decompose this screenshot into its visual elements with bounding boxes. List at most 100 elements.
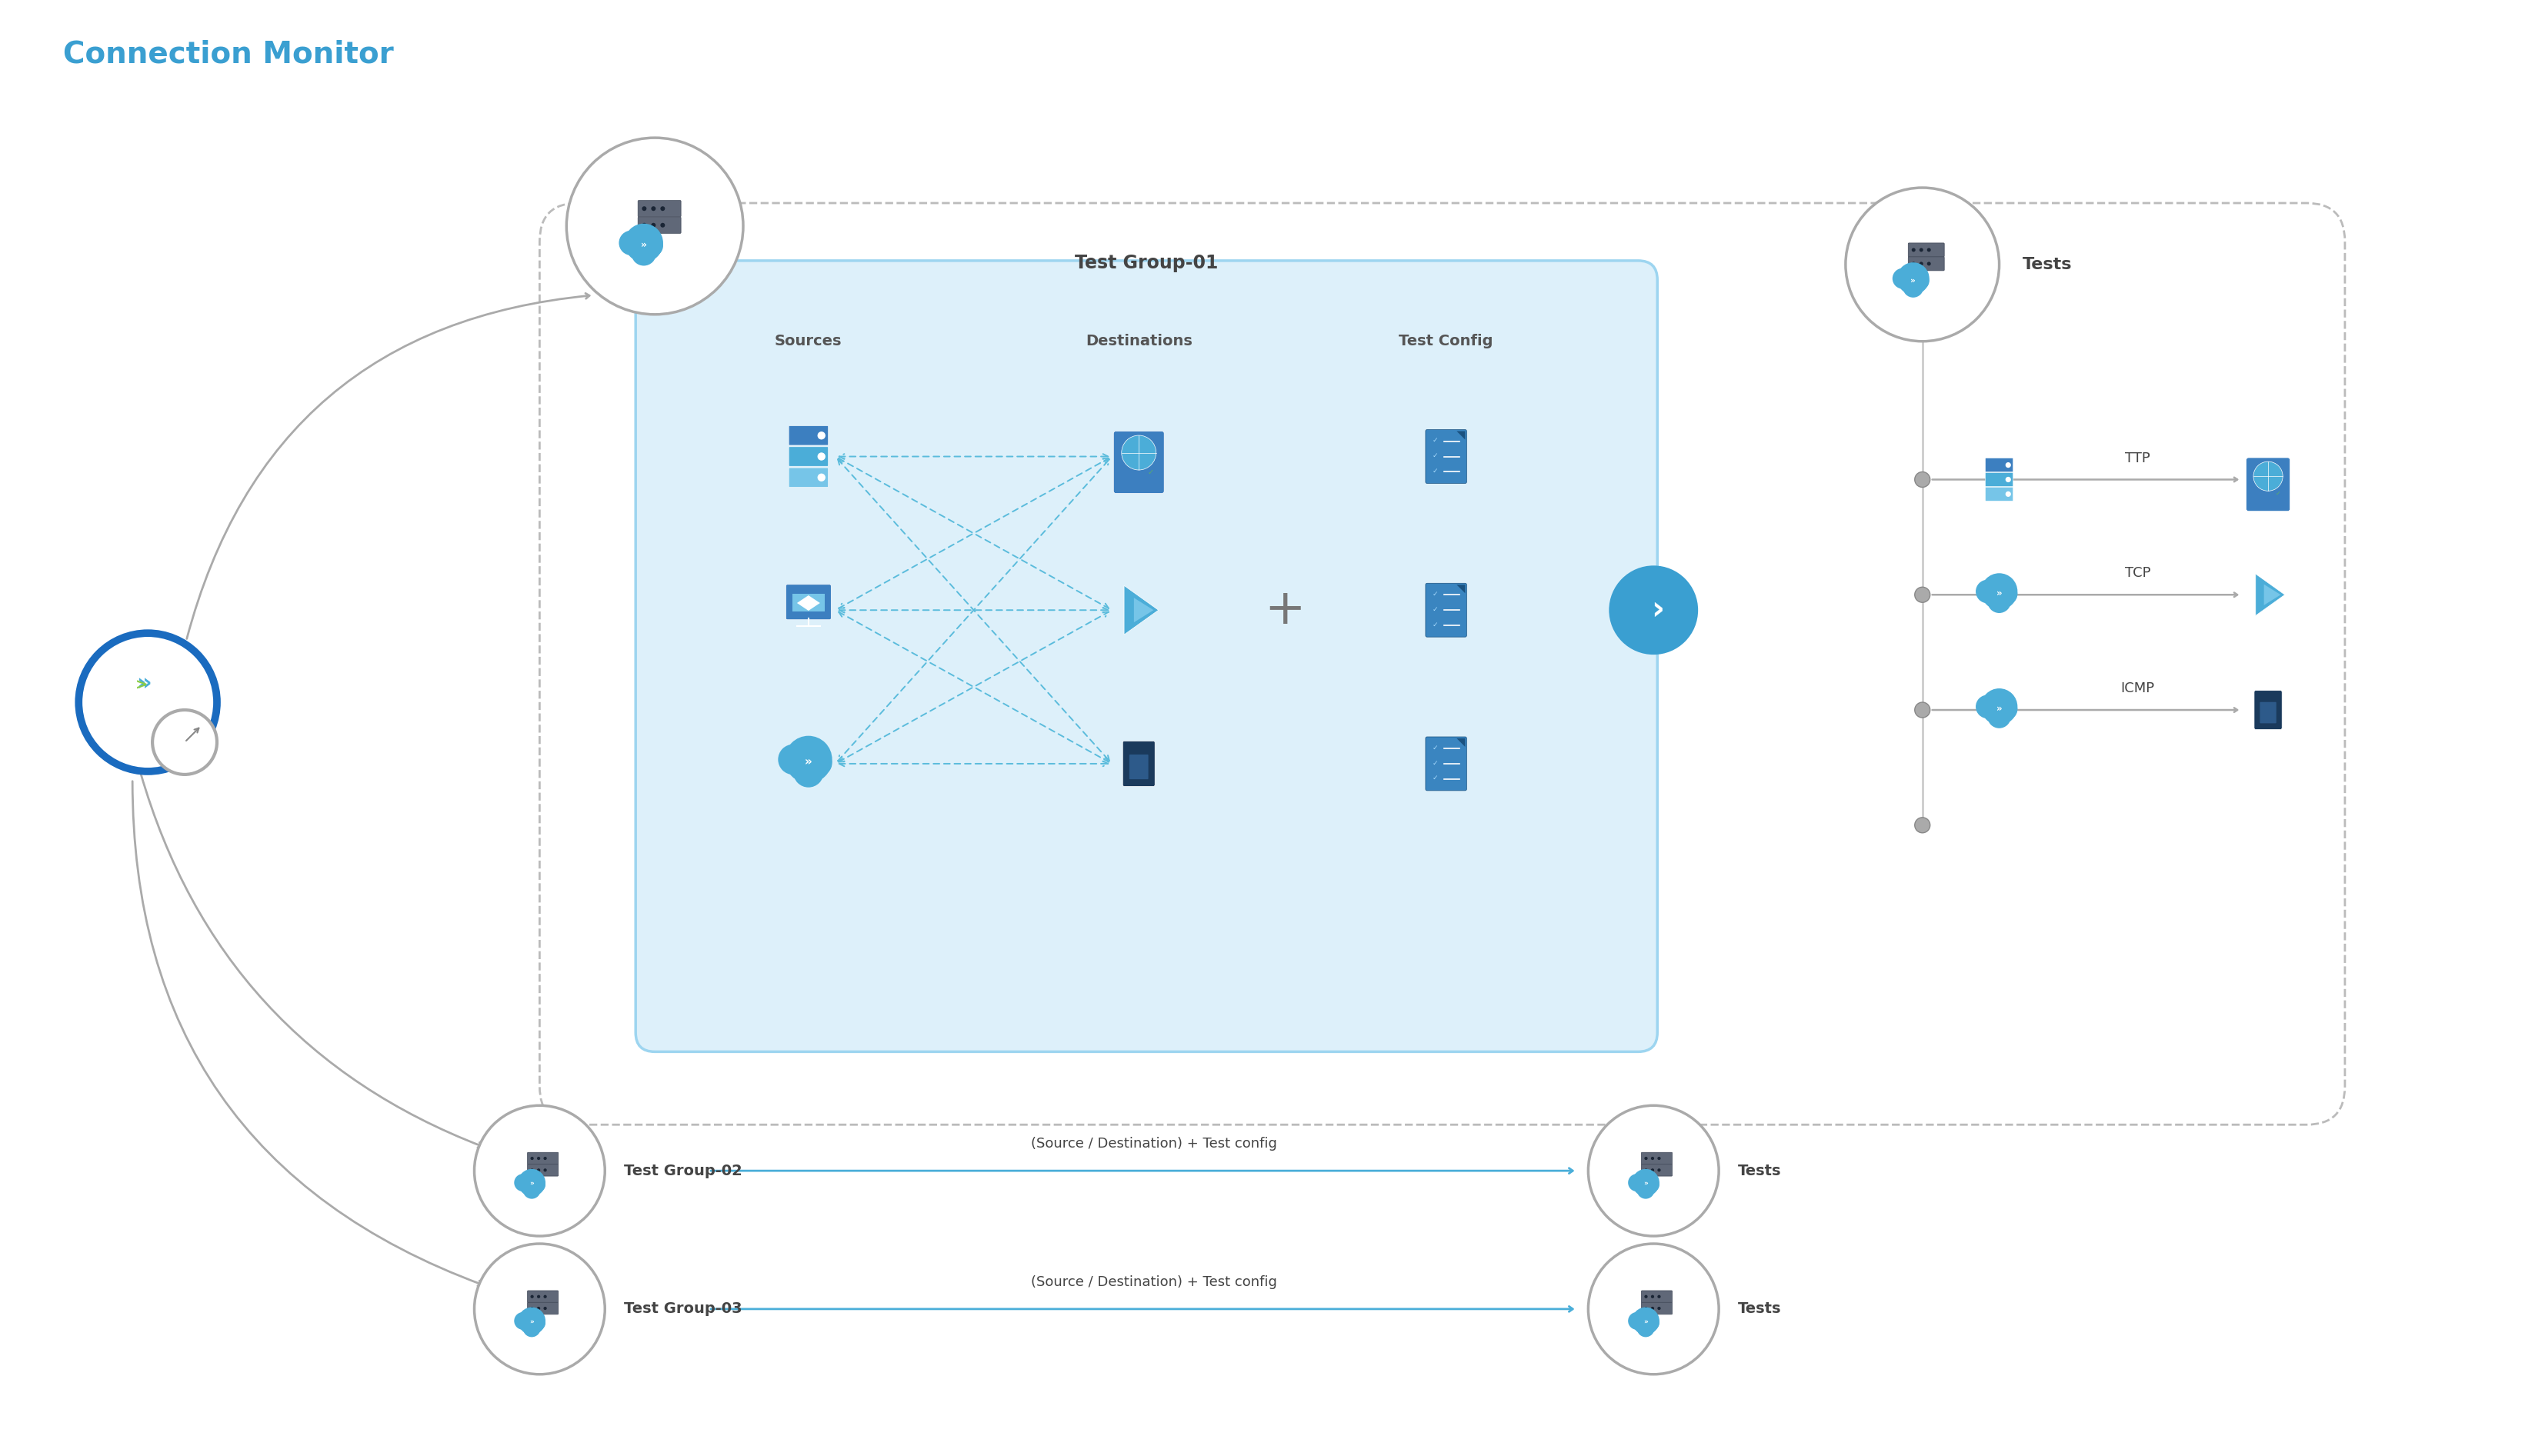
Circle shape bbox=[1656, 1306, 1661, 1310]
Circle shape bbox=[538, 1169, 540, 1172]
Text: ✓: ✓ bbox=[1432, 437, 1439, 444]
Text: »: » bbox=[1644, 1181, 1649, 1188]
Polygon shape bbox=[2265, 584, 2280, 606]
Circle shape bbox=[1846, 188, 2000, 341]
Circle shape bbox=[543, 1169, 548, 1172]
Circle shape bbox=[818, 473, 826, 482]
Circle shape bbox=[538, 1156, 540, 1160]
Text: ✓: ✓ bbox=[1432, 760, 1439, 766]
FancyBboxPatch shape bbox=[639, 201, 682, 217]
FancyBboxPatch shape bbox=[639, 217, 682, 233]
Text: Tests: Tests bbox=[1737, 1163, 1783, 1178]
FancyBboxPatch shape bbox=[2247, 457, 2290, 511]
Circle shape bbox=[1656, 1156, 1661, 1160]
FancyBboxPatch shape bbox=[1985, 473, 2012, 486]
Circle shape bbox=[1927, 248, 1932, 252]
Circle shape bbox=[1644, 1156, 1649, 1160]
Text: >: > bbox=[136, 678, 149, 693]
FancyBboxPatch shape bbox=[793, 594, 826, 612]
FancyBboxPatch shape bbox=[528, 1290, 558, 1303]
Text: Test Group-01: Test Group-01 bbox=[1076, 253, 1217, 272]
Circle shape bbox=[1927, 262, 1932, 265]
FancyBboxPatch shape bbox=[788, 425, 828, 446]
Text: TTP: TTP bbox=[2126, 451, 2151, 464]
Circle shape bbox=[1896, 262, 1929, 294]
Circle shape bbox=[785, 735, 833, 783]
Circle shape bbox=[1631, 1307, 1659, 1335]
Circle shape bbox=[530, 1156, 533, 1160]
Circle shape bbox=[651, 207, 656, 211]
Circle shape bbox=[641, 223, 646, 227]
Text: TCP: TCP bbox=[2124, 566, 2151, 579]
Circle shape bbox=[662, 223, 664, 227]
Circle shape bbox=[475, 1243, 606, 1374]
Circle shape bbox=[530, 1176, 545, 1192]
Text: »: » bbox=[1644, 1319, 1649, 1326]
Circle shape bbox=[530, 1294, 533, 1299]
Polygon shape bbox=[1134, 598, 1154, 622]
FancyBboxPatch shape bbox=[1909, 243, 1944, 256]
Text: (Source / Destination) + Test config: (Source / Destination) + Test config bbox=[1030, 1137, 1278, 1150]
FancyBboxPatch shape bbox=[636, 261, 1656, 1051]
Circle shape bbox=[1651, 1156, 1654, 1160]
Circle shape bbox=[530, 1169, 533, 1172]
Text: ICMP: ICMP bbox=[2121, 681, 2154, 696]
Circle shape bbox=[543, 1156, 548, 1160]
Circle shape bbox=[1914, 817, 1929, 833]
Circle shape bbox=[566, 138, 742, 314]
Circle shape bbox=[818, 431, 826, 440]
Circle shape bbox=[2252, 462, 2283, 491]
FancyBboxPatch shape bbox=[1427, 584, 1467, 636]
Text: Destinations: Destinations bbox=[1086, 333, 1192, 348]
Circle shape bbox=[530, 1315, 545, 1331]
Polygon shape bbox=[798, 596, 821, 610]
Circle shape bbox=[805, 750, 833, 776]
Circle shape bbox=[1651, 1169, 1654, 1172]
Text: (Source / Destination) + Test config: (Source / Destination) + Test config bbox=[1030, 1275, 1278, 1289]
Polygon shape bbox=[1457, 738, 1464, 747]
FancyBboxPatch shape bbox=[1641, 1290, 1672, 1303]
Circle shape bbox=[1644, 1176, 1659, 1192]
Circle shape bbox=[818, 453, 826, 460]
Text: »: » bbox=[1911, 277, 1916, 284]
Circle shape bbox=[1914, 587, 1929, 603]
Circle shape bbox=[152, 711, 217, 775]
Text: Connection Monitor: Connection Monitor bbox=[63, 39, 394, 68]
Text: »: » bbox=[641, 240, 646, 250]
Circle shape bbox=[1975, 695, 2000, 718]
Circle shape bbox=[2005, 476, 2010, 482]
Circle shape bbox=[475, 1105, 606, 1236]
FancyBboxPatch shape bbox=[2260, 702, 2278, 724]
Circle shape bbox=[1911, 262, 1916, 265]
Text: Test Group-03: Test Group-03 bbox=[624, 1302, 742, 1316]
Circle shape bbox=[1975, 579, 2000, 603]
FancyBboxPatch shape bbox=[1427, 737, 1467, 791]
Circle shape bbox=[1588, 1243, 1720, 1374]
Text: +: + bbox=[1265, 587, 1305, 633]
Circle shape bbox=[1914, 702, 1929, 718]
FancyBboxPatch shape bbox=[1641, 1302, 1672, 1315]
Text: ✓: ✓ bbox=[1432, 622, 1439, 628]
Text: »: » bbox=[1997, 588, 2002, 598]
Circle shape bbox=[1987, 705, 2010, 728]
Text: ✓: ✓ bbox=[2275, 489, 2280, 496]
Circle shape bbox=[1651, 1306, 1654, 1310]
Circle shape bbox=[1631, 1169, 1659, 1197]
Text: »: » bbox=[136, 671, 152, 695]
Circle shape bbox=[641, 234, 664, 256]
FancyBboxPatch shape bbox=[788, 447, 828, 466]
Circle shape bbox=[631, 240, 657, 266]
Circle shape bbox=[543, 1294, 548, 1299]
Text: ✓: ✓ bbox=[1146, 469, 1154, 476]
Circle shape bbox=[1997, 584, 2017, 604]
Circle shape bbox=[1891, 268, 1914, 288]
FancyBboxPatch shape bbox=[1114, 431, 1164, 494]
Circle shape bbox=[538, 1294, 540, 1299]
Text: Test Group-02: Test Group-02 bbox=[624, 1163, 742, 1178]
Circle shape bbox=[793, 757, 823, 788]
Circle shape bbox=[619, 230, 644, 255]
Circle shape bbox=[515, 1174, 533, 1191]
Circle shape bbox=[1644, 1294, 1649, 1299]
Text: ✓: ✓ bbox=[1432, 606, 1439, 613]
FancyBboxPatch shape bbox=[1985, 488, 2012, 501]
